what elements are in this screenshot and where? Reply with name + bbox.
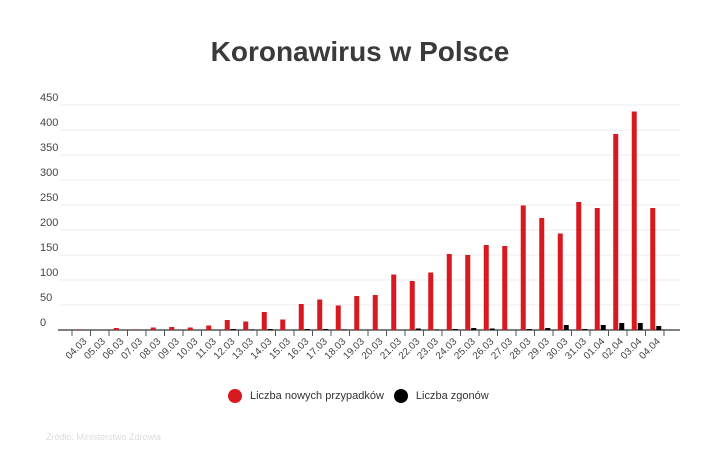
bar-cases <box>520 205 526 330</box>
bar-deaths <box>452 329 458 330</box>
bar-cases <box>650 208 656 330</box>
bar-cases <box>594 208 600 330</box>
y-tick-label: 50 <box>40 292 52 304</box>
bar-deaths <box>582 329 588 330</box>
bar-deaths <box>304 329 310 330</box>
y-tick-label: 350 <box>40 142 58 154</box>
bar-cases <box>187 327 193 330</box>
bar-deaths <box>230 329 236 330</box>
bar-cases <box>576 202 582 330</box>
y-tick-label: 150 <box>40 242 58 254</box>
bar-deaths <box>341 329 347 330</box>
bar-cases <box>317 299 323 330</box>
bar-deaths <box>267 329 273 330</box>
bar-cases <box>354 296 360 330</box>
legend-label-cases: Liczba nowych przypadków <box>250 390 384 402</box>
bar-cases <box>446 254 452 330</box>
bar-cases <box>372 295 378 330</box>
source-note: Źródło: Ministerstwo Zdrowia <box>46 432 162 442</box>
bar-cases <box>76 329 82 330</box>
bar-cases <box>428 272 434 330</box>
bar-deaths <box>434 329 440 330</box>
legend-item-deaths[interactable]: Liczba zgonów <box>393 389 489 403</box>
bar-deaths <box>526 329 532 330</box>
y-tick-label: 450 <box>40 92 58 104</box>
bar-cases <box>280 319 286 330</box>
bar-cases <box>298 304 304 330</box>
bar-deaths <box>619 323 625 330</box>
bar-deaths <box>489 328 495 330</box>
chart-title: Koronawirus w Polsce <box>210 36 510 67</box>
bar-cases <box>335 305 341 330</box>
bar-deaths <box>415 328 421 330</box>
bar-cases <box>391 274 397 330</box>
bar-cases <box>557 233 563 330</box>
y-tick-label: 0 <box>40 317 46 329</box>
bar-cases <box>261 312 267 330</box>
bar-cases <box>243 321 249 330</box>
bar-deaths <box>249 329 255 330</box>
legend: Liczba nowych przypadków Liczba zgonów <box>228 389 499 403</box>
bar-cases <box>150 327 156 330</box>
bar-cases <box>169 327 175 330</box>
legend-red-dot-icon <box>228 389 242 403</box>
bar-cases <box>502 246 508 330</box>
bar-cases <box>613 134 619 330</box>
bar-cases <box>206 325 212 330</box>
x-tick-label: 04.04 <box>637 336 663 362</box>
y-tick-label: 300 <box>40 167 58 179</box>
bar-deaths <box>323 329 329 330</box>
bar-deaths <box>656 326 662 330</box>
bar-cases <box>465 255 471 330</box>
bar-deaths <box>471 328 477 330</box>
bar-cases <box>631 111 637 330</box>
bar-deaths <box>600 325 606 330</box>
bar-cases <box>113 328 119 330</box>
legend-item-cases[interactable]: Liczba nowych przypadków <box>228 389 384 403</box>
x-tick-label: 10.03 <box>175 336 201 362</box>
y-tick-label: 250 <box>40 192 58 204</box>
bar-deaths <box>545 328 551 330</box>
y-tick-label: 100 <box>40 267 58 279</box>
bar-cases <box>132 329 138 330</box>
bar-cases <box>483 245 489 330</box>
y-tick-label: 400 <box>40 117 58 129</box>
bar-deaths <box>637 323 643 330</box>
legend-black-dot-icon <box>393 389 408 403</box>
bar-cases <box>409 281 415 330</box>
legend-label-deaths: Liczba zgonów <box>415 390 489 402</box>
bar-cases <box>224 320 230 330</box>
y-tick-label: 200 <box>40 217 58 229</box>
bar-deaths <box>563 325 569 330</box>
bar-cases <box>539 218 545 330</box>
